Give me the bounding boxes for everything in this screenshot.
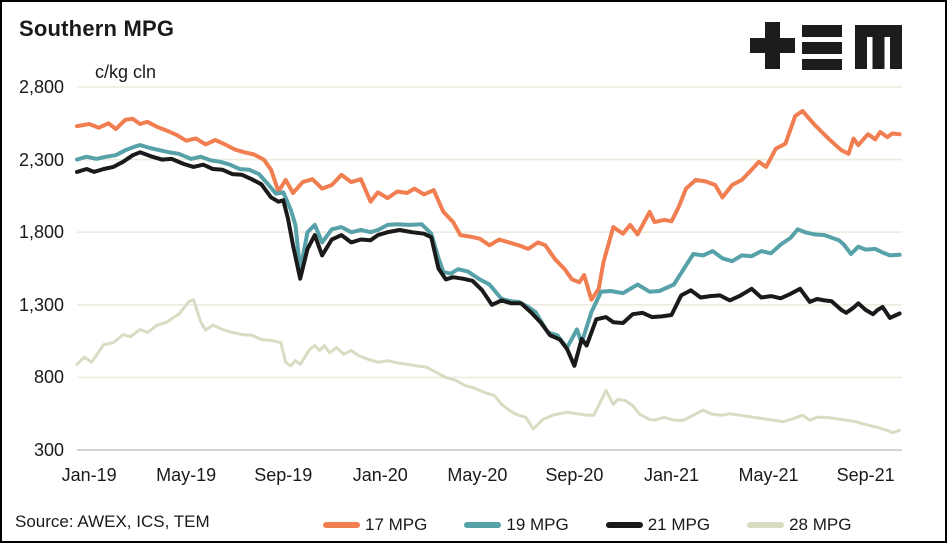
- y-axis-units-label: c/kg cln: [95, 62, 157, 82]
- y-tick-label: 1,800: [18, 222, 64, 243]
- series-line-21-mpg: [75, 150, 902, 368]
- y-tick-label: 2,300: [18, 149, 64, 170]
- legend-item-21-mpg: 21 MPG: [605, 515, 711, 535]
- x-tick-label: May-20: [447, 465, 508, 485]
- x-tick-label: Sep-19: [254, 465, 313, 485]
- tem-logo: [750, 22, 902, 70]
- y-tick-label: 1,300: [18, 294, 64, 315]
- logo-m-icon: [855, 25, 867, 69]
- series-line-28-mpg: [75, 298, 902, 435]
- x-tick-label: Jan-19: [61, 465, 117, 485]
- legend-label: 19 MPG: [506, 515, 569, 534]
- series-line-19-mpg: [75, 143, 902, 350]
- x-tick-label: Jan-20: [352, 465, 408, 485]
- x-tick-label: Jan-21: [643, 465, 699, 485]
- series-line-17-mpg: [75, 109, 902, 302]
- legend-label: 28 MPG: [789, 515, 852, 534]
- legend-label: 17 MPG: [365, 515, 428, 534]
- logo-bars-icon: [802, 42, 842, 54]
- legend-item-19-mpg: 19 MPG: [464, 515, 569, 535]
- legend-swatch: [605, 522, 643, 528]
- x-tick-label: Sep-21: [836, 465, 895, 485]
- logo-m-icon: [890, 25, 902, 69]
- logo-m-icon: [872, 25, 885, 69]
- legend-swatch: [747, 522, 785, 528]
- legend-swatch: [464, 522, 502, 528]
- x-tick-label: Sep-20: [545, 465, 604, 485]
- logo-bars-icon: [802, 59, 842, 70]
- y-tick-label: 800: [33, 367, 64, 388]
- page-title: Southern MPG: [19, 16, 175, 41]
- legend-swatch: [323, 522, 360, 528]
- logo-plus-icon: [750, 38, 795, 53]
- chart-legend: 17 MPG 19 MPG 21 MPG 28 MPG: [323, 515, 851, 535]
- x-tick-label: May-21: [738, 465, 799, 485]
- legend-item-28-mpg: 28 MPG: [747, 515, 851, 535]
- x-tick-label: May-19: [156, 465, 217, 485]
- logo-bars-icon: [802, 25, 842, 37]
- y-tick-label: 300: [33, 440, 64, 460]
- y-tick-label: 2,800: [18, 77, 64, 97]
- legend-item-17-mpg: 17 MPG: [323, 515, 427, 535]
- source-note: Source: AWEX, ICS, TEM: [15, 512, 210, 531]
- legend-label: 21 MPG: [647, 515, 711, 534]
